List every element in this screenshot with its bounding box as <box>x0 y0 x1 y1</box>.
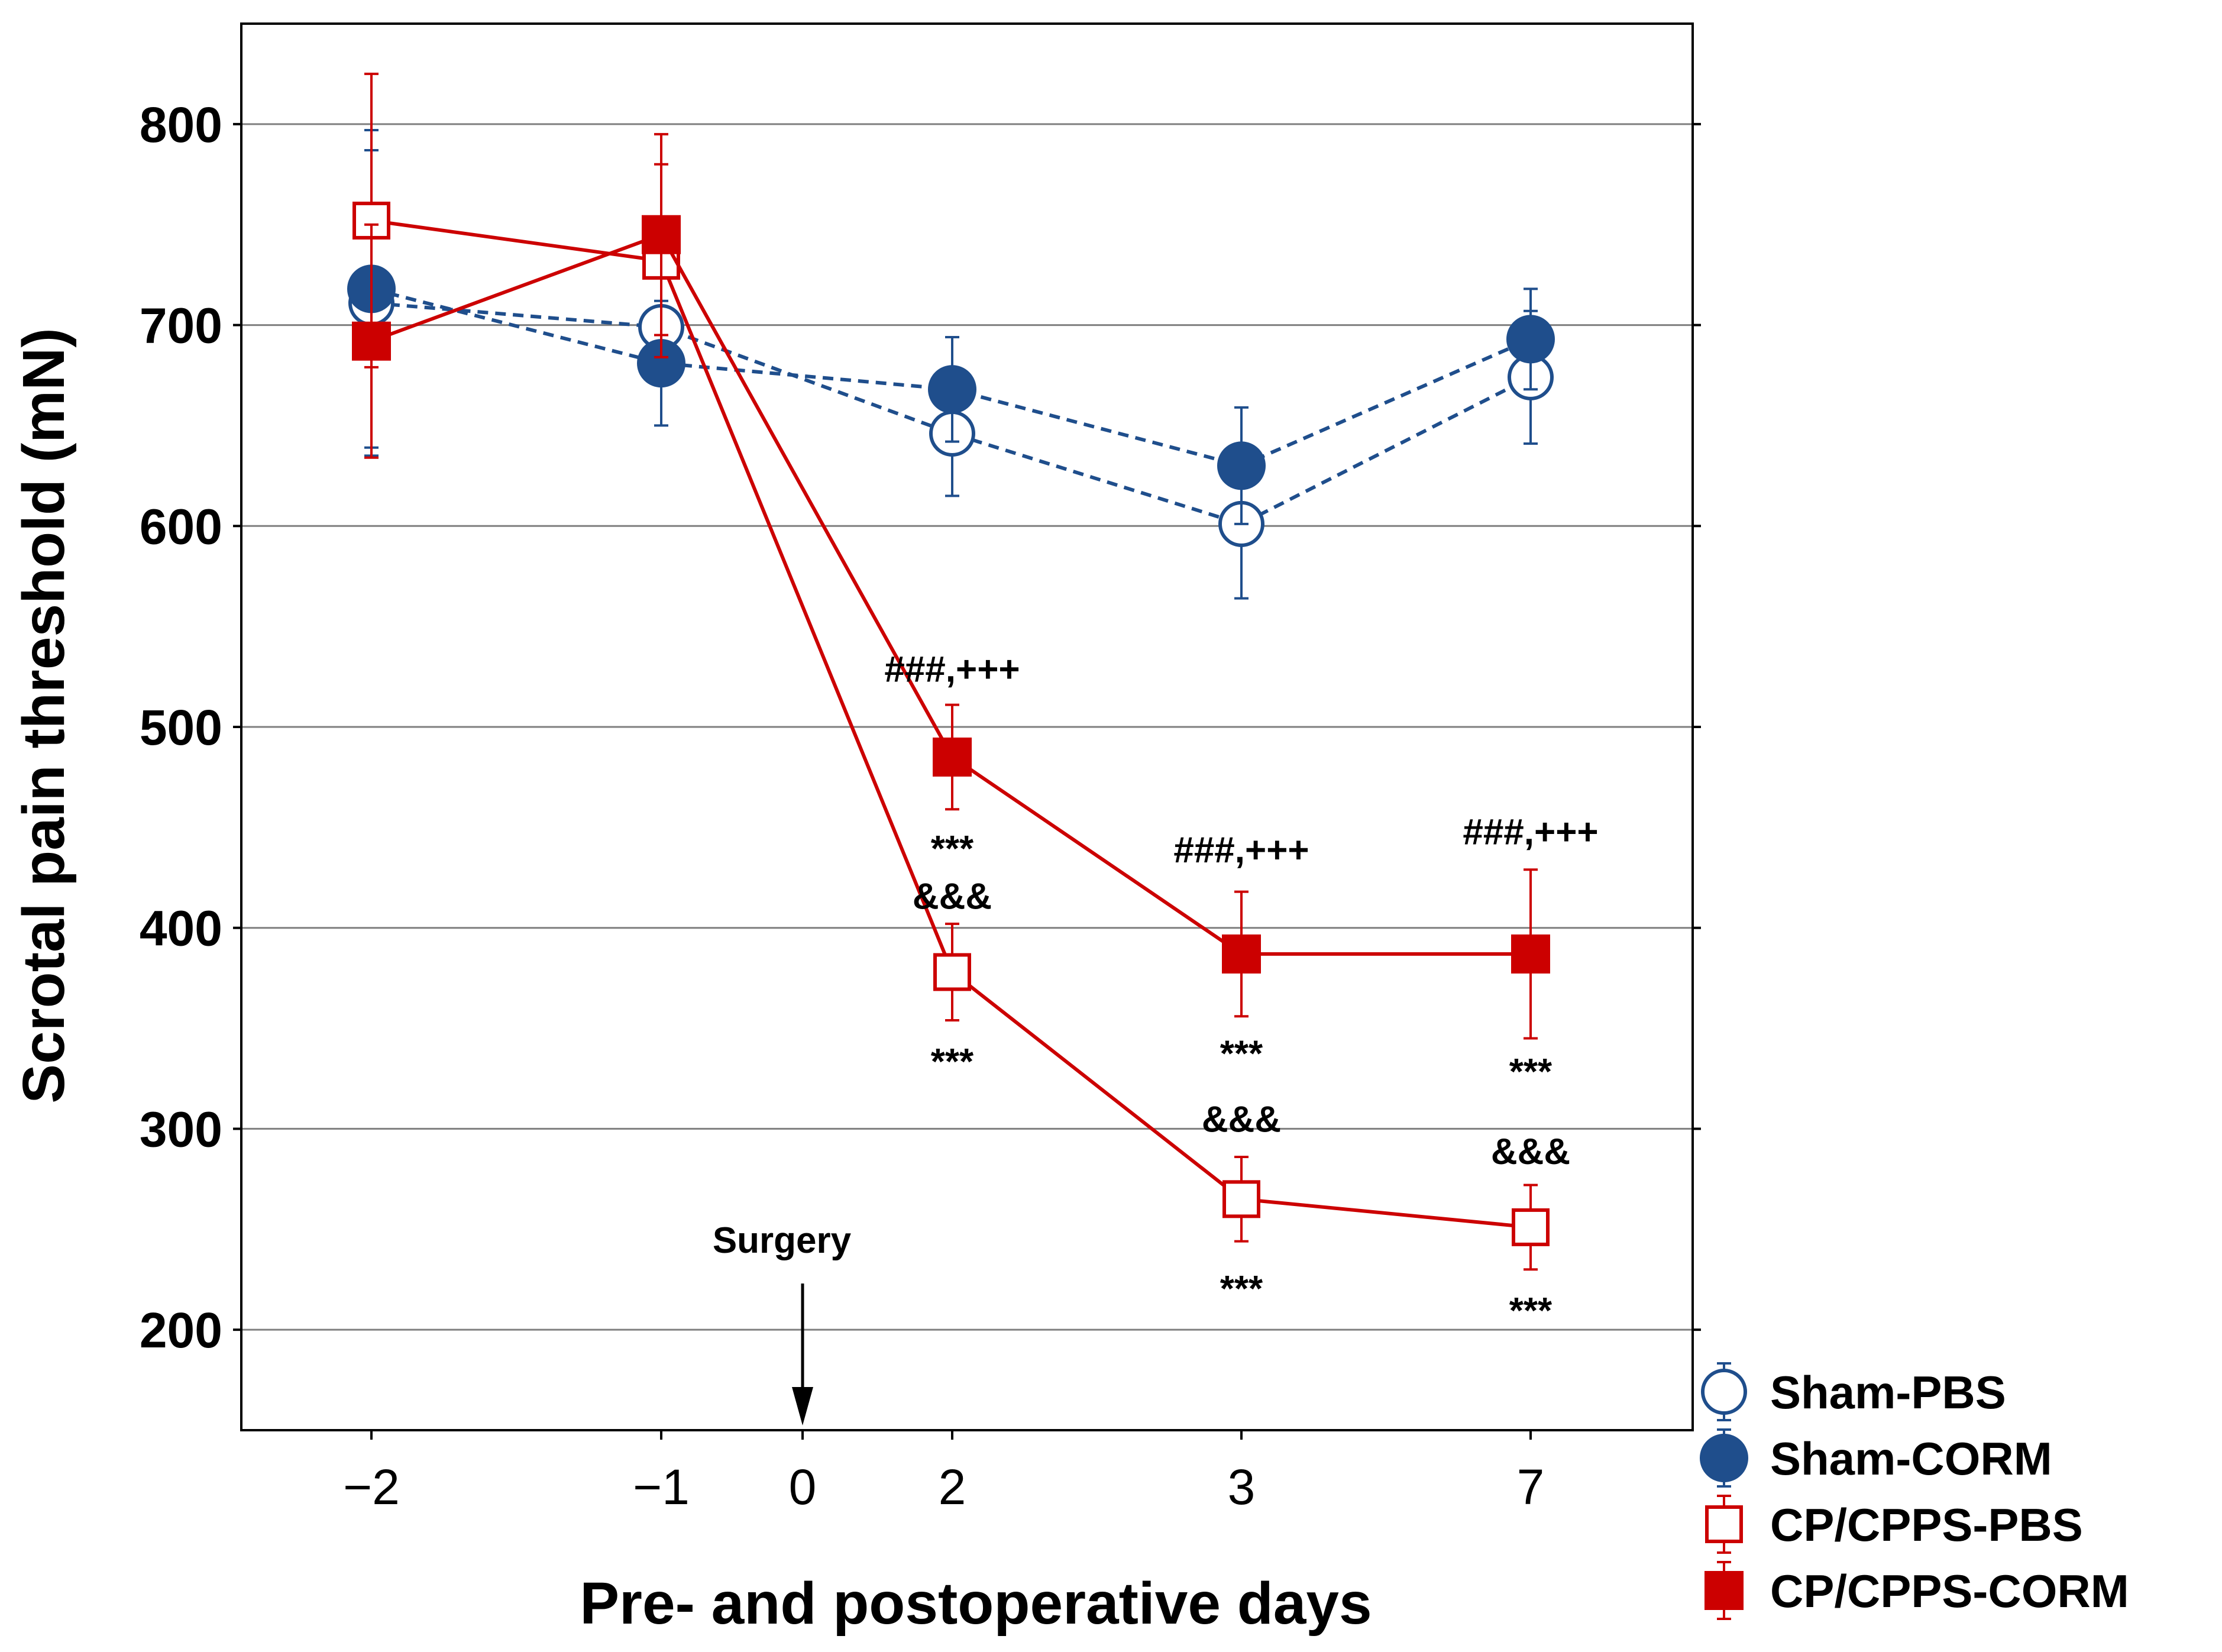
significance-label: *** <box>1509 1052 1553 1092</box>
series-cp-cpps-corm <box>352 132 1550 1040</box>
significance-label: ###,+++ <box>1173 830 1309 871</box>
y-tick-label: 500 <box>140 700 222 755</box>
annotations: ###,+++ *** &&& *** ###,+++ *** &&& *** ###,+++ *… <box>884 649 1598 1331</box>
data-point <box>352 321 391 361</box>
data-point <box>642 215 681 254</box>
significance-label: *** <box>931 1042 974 1082</box>
x-tick-label: 2 <box>939 1459 966 1515</box>
legend-item: CP/CPPS-CORM <box>1704 1561 2129 1620</box>
significance-label: *** <box>1220 1269 1263 1310</box>
legend-marker <box>1704 1571 1744 1610</box>
legend-label: CP/CPPS-CORM <box>1770 1565 2129 1617</box>
y-axis-ticks: 200 300 400 500 600 700 800 <box>140 97 1701 1358</box>
significance-label: *** <box>1220 1033 1263 1074</box>
y-tick-label: 300 <box>140 1101 222 1157</box>
legend-label: Sham-CORM <box>1770 1433 2052 1485</box>
surgery-label: Surgery <box>713 1220 852 1261</box>
surgery-arrow-head <box>792 1387 813 1425</box>
legend-marker <box>1705 1505 1743 1543</box>
x-tick-label: −2 <box>343 1459 400 1515</box>
series-group <box>347 72 1555 1271</box>
significance-label: &&& <box>1491 1131 1570 1172</box>
y-tick-label: 400 <box>140 901 222 956</box>
y-tick-label: 600 <box>140 499 222 554</box>
significance-label: ###,+++ <box>884 649 1020 690</box>
y-tick-label: 200 <box>140 1302 222 1358</box>
legend-label: CP/CPPS-PBS <box>1770 1499 2083 1551</box>
surgery-marker: Surgery <box>713 1220 852 1425</box>
data-point <box>933 953 971 991</box>
x-axis-title: Pre- and postoperative days <box>580 1570 1372 1637</box>
legend: Sham-PBS Sham-CORM CP/CPPS-PBS CP/CPPS-CORM <box>1700 1362 2129 1620</box>
data-point <box>1512 1208 1550 1246</box>
legend-item: Sham-CORM <box>1700 1428 2052 1488</box>
significance-label: *** <box>1509 1291 1553 1331</box>
data-point <box>1511 934 1550 974</box>
y-axis-title: Scrotal pain threshold (mN) <box>11 328 77 1103</box>
series-line <box>371 301 1532 526</box>
significance-label: ###,+++ <box>1463 812 1598 853</box>
x-tick-label: 7 <box>1517 1459 1545 1515</box>
data-point <box>933 737 972 777</box>
significance-label: *** <box>931 829 974 869</box>
grid-lines <box>241 123 1693 1331</box>
legend-item: Sham-PBS <box>1701 1362 2006 1421</box>
data-point <box>1222 934 1261 974</box>
data-point <box>1217 441 1266 490</box>
x-tick-label: 0 <box>789 1459 817 1515</box>
legend-marker <box>1701 1369 1747 1415</box>
significance-label: &&& <box>913 876 992 917</box>
data-point <box>928 365 976 414</box>
legend-label: Sham-PBS <box>1770 1366 2006 1418</box>
data-point <box>1222 1180 1260 1218</box>
data-point <box>1506 315 1555 364</box>
significance-label: &&& <box>1202 1099 1281 1140</box>
x-tick-label: 3 <box>1228 1459 1256 1515</box>
legend-item: CP/CPPS-PBS <box>1705 1495 2083 1554</box>
legend-marker <box>1700 1434 1748 1482</box>
x-tick-label: −1 <box>633 1459 690 1515</box>
series-cp-cpps-pbs <box>352 72 1550 1271</box>
x-axis-ticks: −2 −1 0 2 3 7 <box>343 1430 1544 1515</box>
y-tick-label: 800 <box>140 97 222 153</box>
y-tick-label: 700 <box>140 298 222 354</box>
